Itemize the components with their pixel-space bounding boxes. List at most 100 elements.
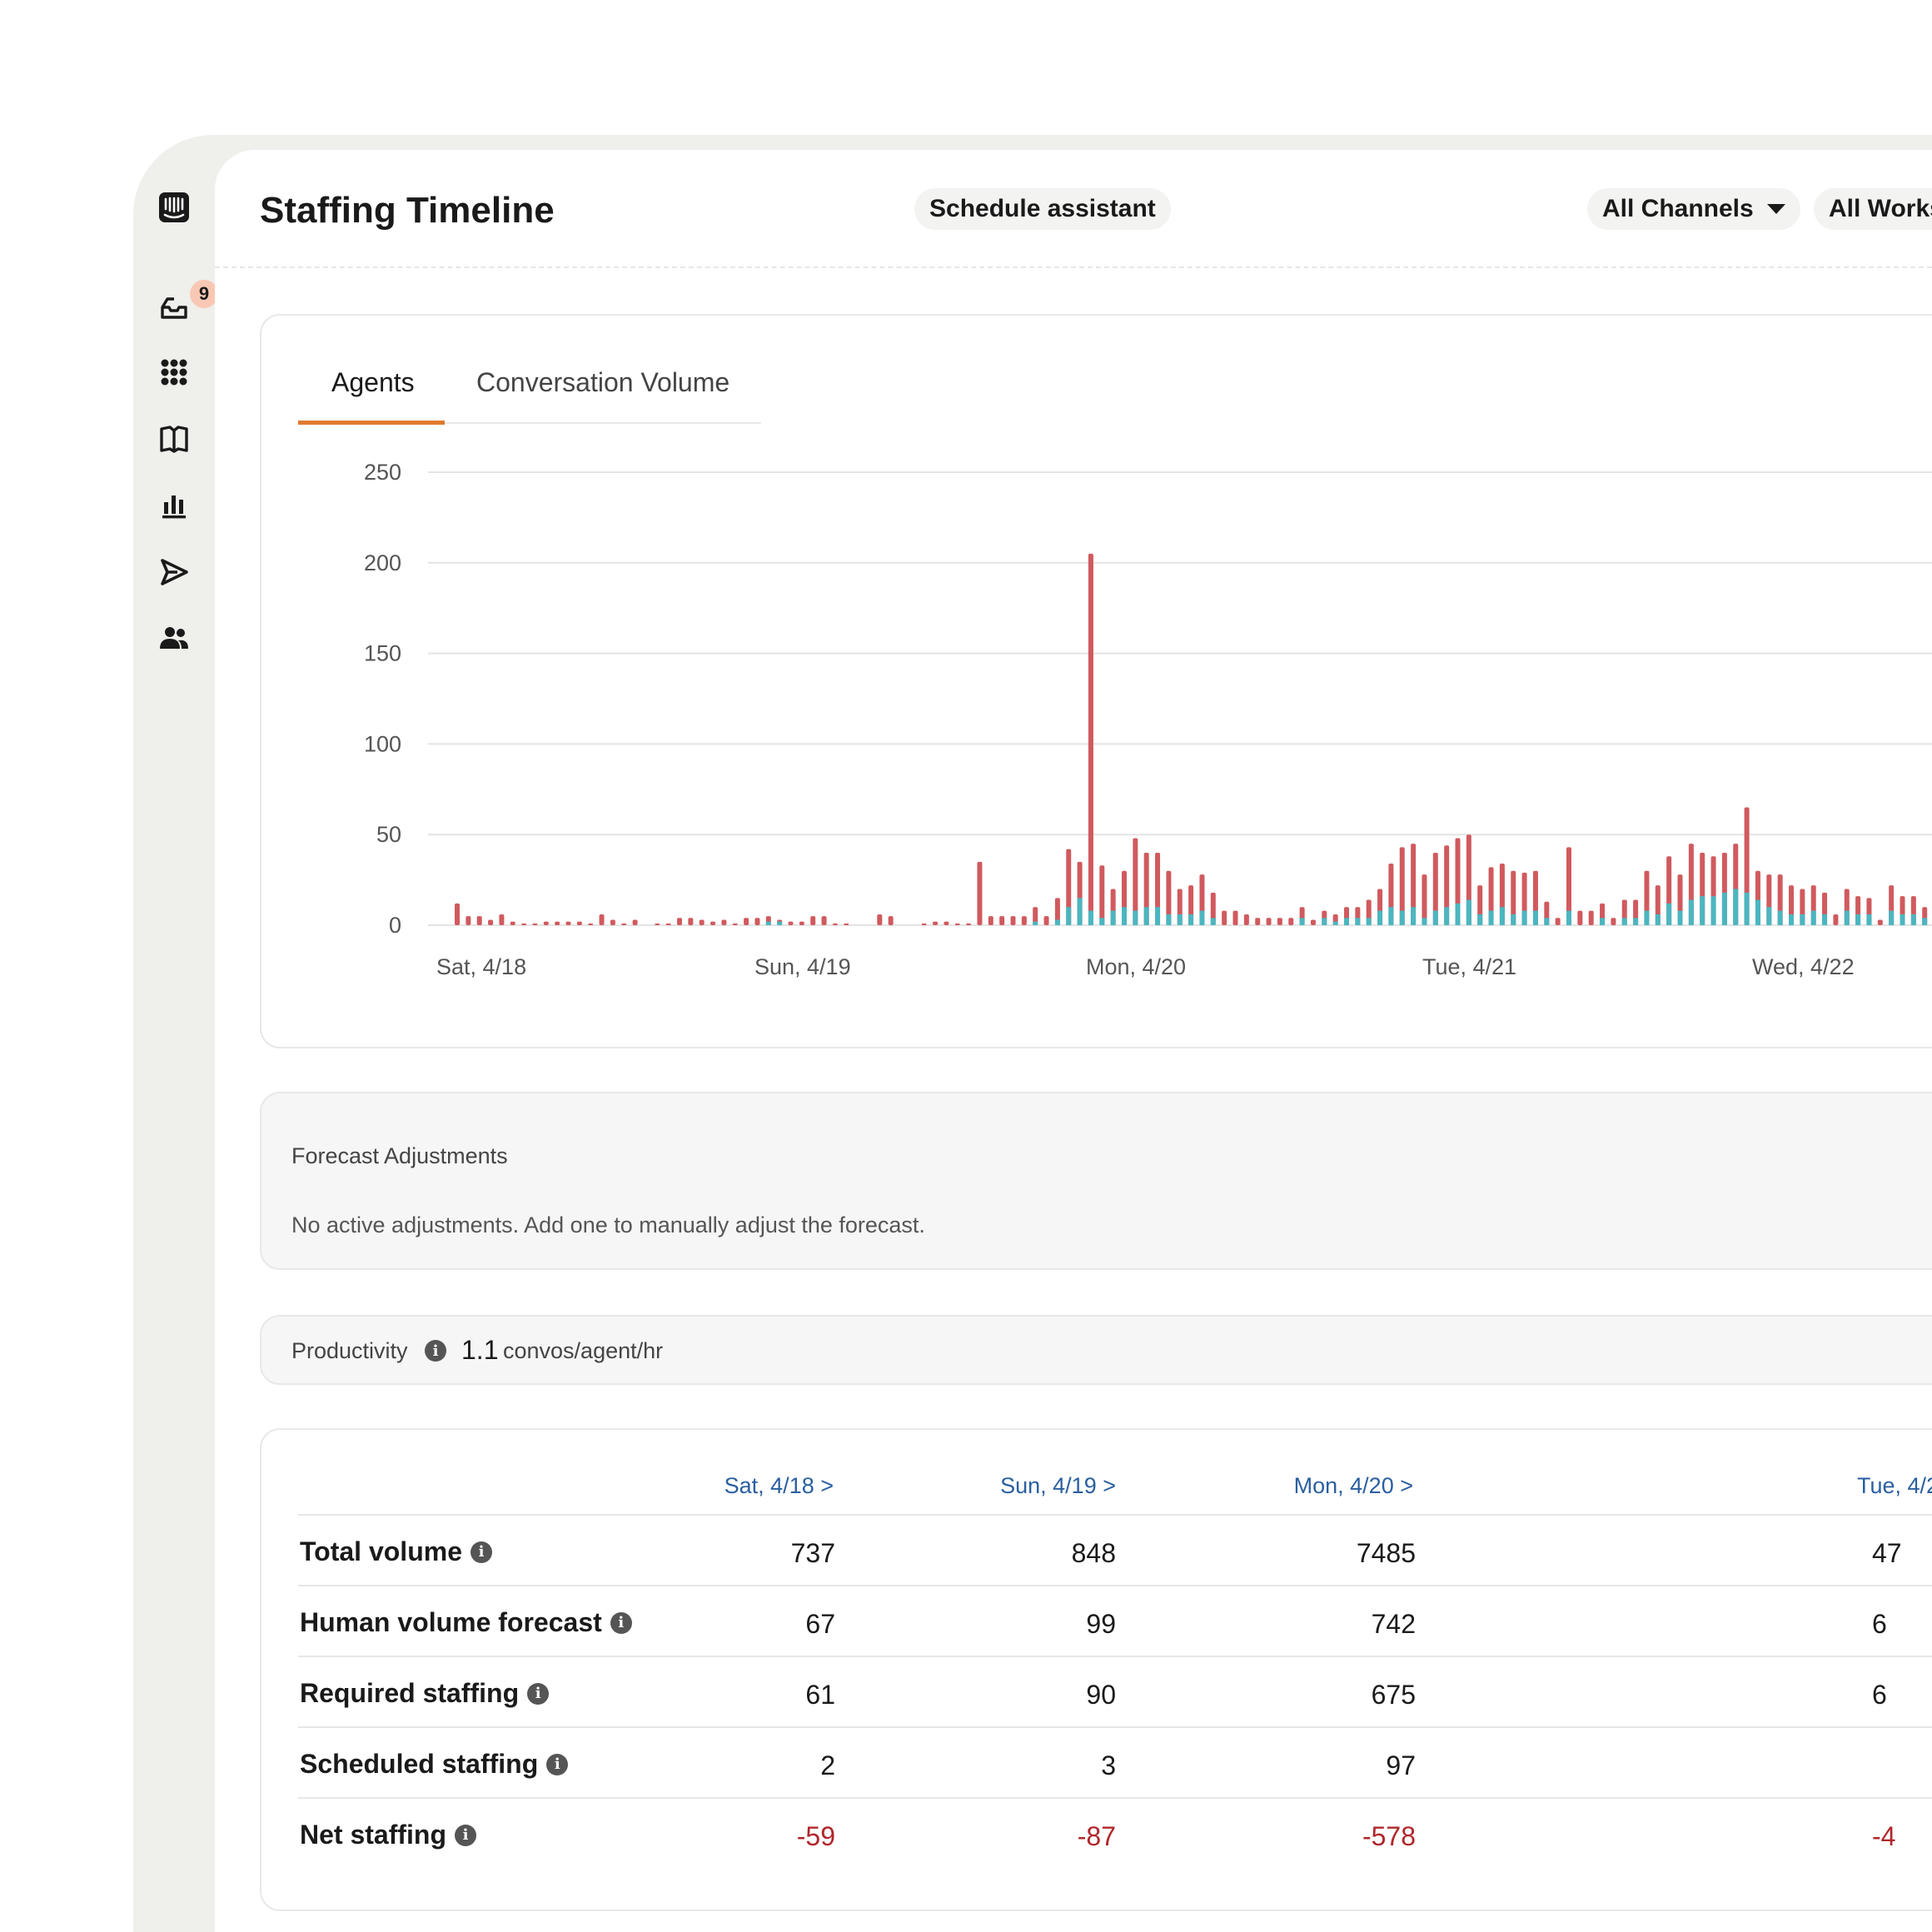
- required-staffing-bar: [933, 921, 939, 925]
- info-icon[interactable]: i: [527, 1682, 550, 1705]
- table-cell: 6: [1872, 1680, 1887, 1710]
- required-staffing-bar: [1411, 844, 1417, 925]
- row-divider: [298, 1514, 1932, 1516]
- scheduled-staffing-bar: [1477, 914, 1483, 925]
- info-icon[interactable]: i: [610, 1611, 632, 1634]
- column-header-sat[interactable]: Sat, 4/18 >: [724, 1473, 834, 1498]
- scheduled-staffing-bar: [1399, 910, 1405, 925]
- required-staffing-bar: [1588, 910, 1594, 925]
- x-tick-label: Mon, 4/20: [1086, 954, 1186, 979]
- info-icon[interactable]: i: [425, 1340, 446, 1362]
- scheduled-staffing-bar: [1810, 910, 1816, 925]
- row-divider: [298, 1797, 1932, 1799]
- agents-bar-chart: 250 200 150 100 50 0 Sat, 4/18 Sun, 4/19 Mon, 4/…: [364, 460, 1932, 979]
- main-content: Staffing Timeline Schedule assistant All…: [215, 150, 1932, 1932]
- table-cell: -87: [1077, 1821, 1116, 1851]
- row-label-text: Human volume forecast: [300, 1607, 602, 1637]
- required-staffing-bar: [1455, 838, 1461, 925]
- required-staffing-bar: [677, 918, 682, 925]
- required-staffing-bar: [466, 916, 471, 925]
- required-staffing-bar: [699, 919, 705, 925]
- send-icon[interactable]: [153, 551, 195, 593]
- required-staffing-bar: [810, 916, 816, 925]
- row-label-required-staffing: Required staffing i: [300, 1678, 550, 1709]
- staffing-table: Sat, 4/18 > Sun, 4/19 > Mon, 4/20 > Tue,…: [260, 1428, 1932, 1911]
- tab-agents[interactable]: Agents: [331, 367, 415, 397]
- required-staffing-bar: [688, 918, 694, 925]
- table-cell: 6: [1872, 1609, 1887, 1639]
- x-tick-label: Sat, 4/18: [436, 954, 526, 979]
- info-icon[interactable]: i: [546, 1753, 569, 1775]
- info-icon[interactable]: i: [455, 1824, 476, 1846]
- scheduled-staffing-bar: [1466, 899, 1471, 925]
- chevron-down-icon: [1766, 204, 1785, 214]
- required-staffing-bar: [1432, 852, 1438, 925]
- required-staffing-bar: [543, 921, 549, 925]
- required-staffing-bar: [455, 903, 460, 925]
- required-staffing-bar: [1611, 918, 1616, 925]
- apps-grid-icon[interactable]: [153, 351, 195, 393]
- scheduled-staffing-bar: [1066, 907, 1072, 925]
- scheduled-staffing-bar: [1422, 918, 1427, 925]
- table-cell: 99: [1086, 1609, 1116, 1639]
- scheduled-staffing-bar: [1822, 914, 1828, 925]
- required-staffing-bar: [632, 919, 638, 925]
- tab-conversation-volume[interactable]: Conversation Volume: [476, 367, 730, 397]
- scheduled-staffing-bar: [1166, 914, 1172, 925]
- scheduled-staffing-bar: [1544, 918, 1550, 925]
- productivity-value[interactable]: 1.1: [461, 1335, 499, 1365]
- row-label-text: Total volume: [300, 1536, 462, 1566]
- required-staffing-bar: [1232, 910, 1238, 925]
- scheduled-staffing-bar: [1122, 907, 1127, 925]
- logo-icon[interactable]: [153, 187, 195, 228]
- required-staffing-bar: [1243, 914, 1249, 925]
- column-header-mon[interactable]: Mon, 4/20 >: [1293, 1473, 1413, 1498]
- info-icon[interactable]: i: [470, 1541, 492, 1563]
- scheduled-staffing-bar: [1077, 898, 1083, 925]
- required-staffing-bar: [1288, 918, 1294, 925]
- tab-divider: [445, 422, 761, 424]
- table-cell: 47: [1872, 1538, 1902, 1568]
- scheduled-staffing-bar: [1866, 914, 1872, 925]
- required-staffing-bar: [510, 921, 515, 925]
- workspaces-dropdown[interactable]: All Works: [1814, 188, 1932, 230]
- required-staffing-bar: [1033, 907, 1038, 925]
- scheduled-staffing-bar: [1755, 899, 1760, 925]
- table-cell: 67: [805, 1609, 835, 1639]
- required-staffing-bar: [488, 919, 494, 925]
- scheduled-staffing-bar: [1621, 918, 1627, 925]
- required-staffing-bar: [476, 916, 482, 925]
- scheduled-staffing-bar: [1889, 910, 1895, 925]
- scheduled-staffing-bar: [1488, 910, 1494, 925]
- table-cell: 97: [1386, 1750, 1416, 1780]
- scheduled-staffing-bar: [1155, 907, 1161, 925]
- schedule-assistant-button[interactable]: Schedule assistant: [914, 188, 1171, 230]
- inbox-icon[interactable]: 9: [153, 280, 218, 326]
- scheduled-staffing-bar: [1844, 910, 1850, 925]
- required-staffing-bar: [1043, 916, 1049, 925]
- required-staffing-bar: [921, 923, 927, 925]
- scheduled-staffing-bar: [1344, 918, 1349, 925]
- people-icon[interactable]: [153, 618, 195, 660]
- required-staffing-bar: [655, 923, 660, 925]
- column-header-sun[interactable]: Sun, 4/19 >: [1000, 1473, 1116, 1498]
- scheduled-staffing-bar: [1532, 910, 1538, 925]
- scheduled-staffing-bar: [1677, 910, 1683, 925]
- scheduled-staffing-bar: [1744, 892, 1750, 925]
- page-title: Staffing Timeline: [260, 190, 555, 231]
- channels-dropdown[interactable]: All Channels: [1587, 188, 1800, 230]
- page-header: Staffing Timeline Schedule assistant All…: [215, 150, 1932, 268]
- table-cell: 2: [820, 1750, 835, 1780]
- scheduled-staffing-bar: [1777, 910, 1783, 925]
- table-cell: 3: [1101, 1750, 1116, 1780]
- book-icon[interactable]: [153, 418, 195, 460]
- table-cell: 675: [1371, 1680, 1416, 1710]
- required-staffing-bar: [1088, 553, 1093, 925]
- column-header-tue[interactable]: Tue, 4/2: [1857, 1473, 1932, 1498]
- required-staffing-bar: [1099, 865, 1105, 925]
- bar-chart-icon[interactable]: [153, 485, 195, 526]
- schedule-assistant-label: Schedule assistant: [929, 195, 1156, 222]
- x-tick-label: Tue, 4/21: [1422, 954, 1516, 979]
- scheduled-staffing-bar: [1600, 918, 1606, 925]
- scheduled-staffing-bar: [1800, 914, 1805, 925]
